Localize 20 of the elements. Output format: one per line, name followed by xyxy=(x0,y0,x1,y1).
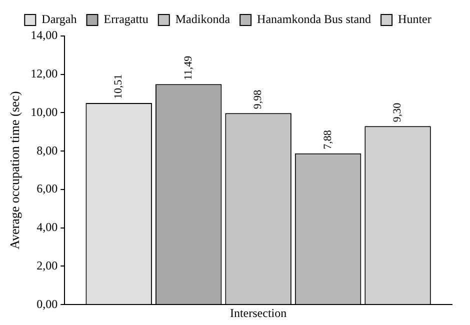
y-tick-label: 10,00 xyxy=(30,104,58,119)
legend-label: Madikonda xyxy=(175,12,231,26)
data-label: 10,51 xyxy=(112,74,125,99)
legend-label: Dargah xyxy=(42,12,77,26)
y-tick-label: 4,00 xyxy=(36,220,58,234)
y-tick-label: 14,00 xyxy=(30,28,58,42)
y-axis-title: Average occupation time (sec) xyxy=(7,91,22,250)
y-tick-label: 12,00 xyxy=(30,66,58,81)
legend-label: Hunter xyxy=(398,12,432,26)
data-label: 9,30 xyxy=(392,102,404,122)
data-label: 9,98 xyxy=(252,89,264,110)
y-tick-label: 6,00 xyxy=(36,182,58,196)
legend-label: Hanamkonda Bus stand xyxy=(257,12,372,26)
data-label: 11,49 xyxy=(182,55,194,80)
legend-label: Erragattu xyxy=(104,12,148,26)
data-label: 7,88 xyxy=(322,130,334,150)
y-tick-label: 2,00 xyxy=(36,258,58,272)
y-tick-label: 0,00 xyxy=(36,296,58,311)
x-tick-label: Intersection xyxy=(230,306,287,320)
y-tick-label: 8,00 xyxy=(36,143,58,158)
